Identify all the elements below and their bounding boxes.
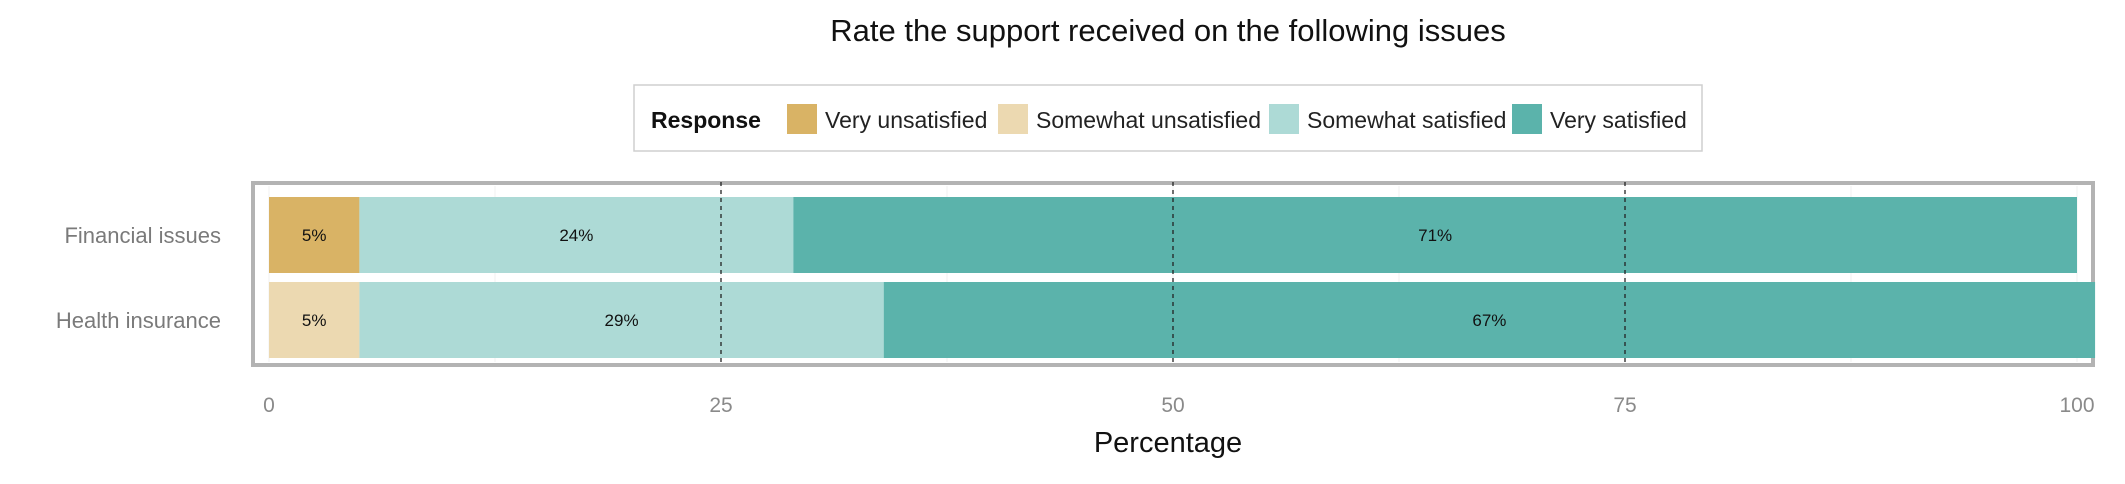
legend-items: Very unsatisfied Somewhat unsatisfied Some… [787, 104, 1687, 134]
category-labels: Financial issues Health insurance [56, 223, 221, 333]
legend-swatch-1 [998, 104, 1028, 134]
data-label: 67% [1472, 311, 1506, 330]
data-label: 71% [1418, 226, 1452, 245]
legend-label-3: Very satisfied [1550, 107, 1687, 133]
legend: Response Very unsatisfied Somewhat unsati… [633, 84, 1703, 152]
reference-lines [720, 182, 1626, 366]
x-tick-label: 25 [709, 394, 732, 417]
x-tick-label: 75 [1613, 394, 1636, 417]
bars [269, 197, 2096, 358]
bar-segment [269, 197, 360, 273]
data-label: 5% [302, 311, 327, 330]
legend-label-2: Somewhat satisfied [1307, 107, 1506, 133]
data-label: 29% [605, 311, 639, 330]
data-label: 5% [302, 226, 327, 245]
legend-swatch-3 [1512, 104, 1542, 134]
bar-segment [269, 282, 360, 358]
x-tick-label: 0 [263, 394, 275, 417]
bar-segment [793, 197, 2077, 273]
chart-title: Rate the support received on the followi… [830, 13, 1506, 48]
x-tick-labels: 0 25 50 75 100 [263, 394, 2094, 417]
legend-swatch-2 [1269, 104, 1299, 134]
category-label: Financial issues [64, 223, 221, 248]
x-tick-label: 100 [2059, 394, 2094, 417]
legend-label-0: Very unsatisfied [825, 107, 987, 133]
category-label: Health insurance [56, 308, 221, 333]
x-tick-label: 50 [1161, 394, 1184, 417]
bar-segment [359, 282, 884, 358]
plot-area: 5% 24% 71% 5% 29% 67% [251, 181, 2096, 367]
data-label: 24% [559, 226, 593, 245]
legend-label-1: Somewhat unsatisfied [1036, 107, 1261, 133]
legend-swatch-0 [787, 104, 817, 134]
data-labels: 5% 24% 71% 5% 29% 67% [302, 226, 1507, 330]
x-axis-title: Percentage [1094, 427, 1242, 459]
bar-segment [883, 282, 2096, 358]
legend-title: Response [651, 107, 761, 133]
